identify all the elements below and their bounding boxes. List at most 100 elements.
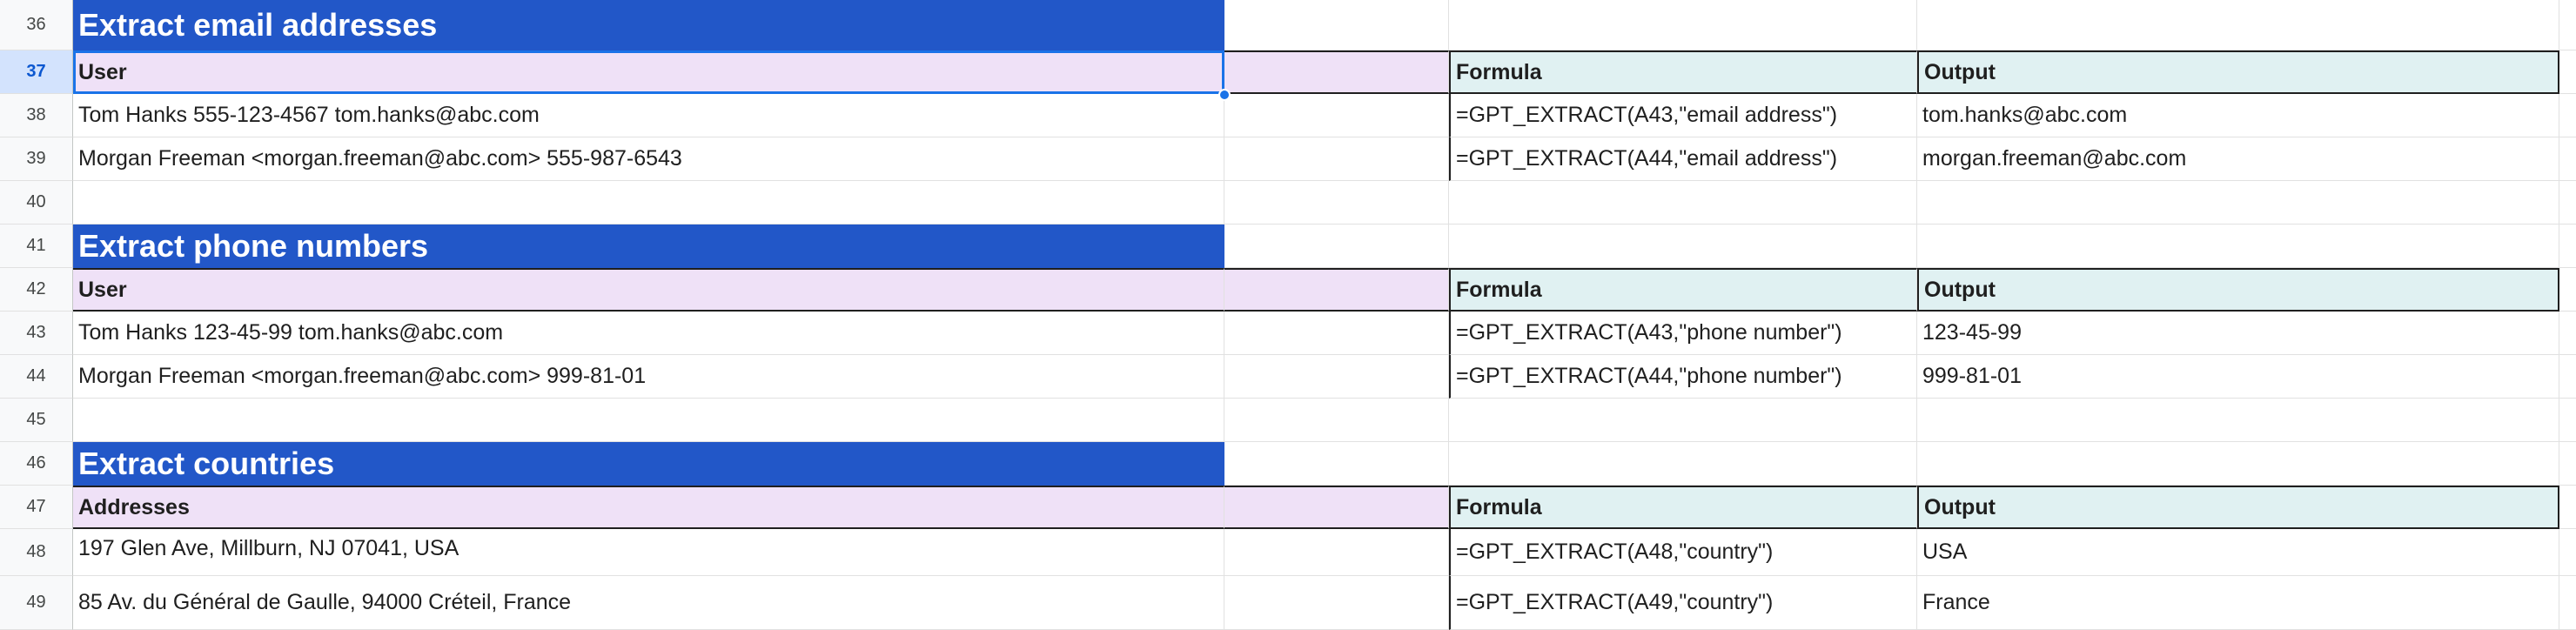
data-cell[interactable]: 197 Glen Ave, Millburn, NJ 07041, USA <box>73 529 1224 576</box>
cell[interactable] <box>1449 399 1917 442</box>
cell[interactable] <box>1917 0 2559 50</box>
sheet-row: 46 Extract countries <box>0 442 2576 486</box>
column-header-cell[interactable]: Formula <box>1449 268 1917 312</box>
row-header[interactable]: 48 <box>0 529 73 576</box>
cell[interactable] <box>1224 442 1449 486</box>
cell[interactable] <box>1917 442 2559 486</box>
cell[interactable] <box>1449 442 1917 486</box>
cell[interactable] <box>2559 486 2576 529</box>
section-title-cell[interactable]: Extract countries <box>73 442 1224 486</box>
cell[interactable] <box>2559 442 2576 486</box>
output-cell[interactable]: morgan.freeman@abc.com <box>1917 137 2559 181</box>
column-header-cell[interactable]: Output <box>1917 50 2559 94</box>
row-header[interactable]: 42 <box>0 268 73 312</box>
cell[interactable] <box>2559 50 2576 94</box>
cell[interactable] <box>2559 0 2576 50</box>
row-header[interactable]: 38 <box>0 94 73 137</box>
cell[interactable] <box>73 181 1224 225</box>
formula-cell[interactable]: =GPT_EXTRACT(A43,"phone number") <box>1449 312 1917 355</box>
column-header-cell[interactable]: Formula <box>1449 486 1917 529</box>
data-cell[interactable]: Tom Hanks 555-123-4567 tom.hanks@abc.com <box>73 94 1224 137</box>
row-header[interactable]: 39 <box>0 137 73 181</box>
cell[interactable] <box>1449 181 1917 225</box>
column-header-cell[interactable]: User <box>73 50 1224 94</box>
output-cell[interactable]: 999-81-01 <box>1917 355 2559 399</box>
cell[interactable] <box>2559 225 2576 268</box>
cell[interactable] <box>1224 399 1449 442</box>
row-header-active[interactable]: 37 <box>0 50 73 94</box>
data-cell[interactable]: 85 Av. du Général de Gaulle, 94000 Créte… <box>73 576 1224 630</box>
formula-cell[interactable]: =GPT_EXTRACT(A44,"phone number") <box>1449 355 1917 399</box>
cell[interactable] <box>1224 576 1449 630</box>
section-title-cell[interactable]: Extract email addresses <box>73 0 1224 50</box>
cell[interactable] <box>1917 181 2559 225</box>
row-header[interactable]: 46 <box>0 442 73 486</box>
column-header-cell[interactable]: Output <box>1917 486 2559 529</box>
sheet-row: 38 Tom Hanks 555-123-4567 tom.hanks@abc.… <box>0 94 2576 137</box>
formula-cell[interactable]: =GPT_EXTRACT(A49,"country") <box>1449 576 1917 630</box>
row-header[interactable]: 44 <box>0 355 73 399</box>
sheet-row: 41 Extract phone numbers <box>0 225 2576 268</box>
cell[interactable] <box>1224 181 1449 225</box>
row-header[interactable]: 40 <box>0 181 73 225</box>
column-header-cell[interactable]: Output <box>1917 268 2559 312</box>
cell[interactable] <box>1224 137 1449 181</box>
cell[interactable] <box>73 399 1224 442</box>
output-cell[interactable]: France <box>1917 576 2559 630</box>
cell[interactable] <box>1224 268 1449 312</box>
cell[interactable] <box>2559 355 2576 399</box>
column-header-cell[interactable]: Formula <box>1449 50 1917 94</box>
sheet-row: 49 85 Av. du Général de Gaulle, 94000 Cr… <box>0 576 2576 630</box>
cell[interactable] <box>1224 312 1449 355</box>
row-header[interactable]: 43 <box>0 312 73 355</box>
cell[interactable] <box>1917 225 2559 268</box>
cell[interactable] <box>1224 529 1449 576</box>
cell[interactable] <box>2559 399 2576 442</box>
column-header-cell[interactable]: Addresses <box>73 486 1224 529</box>
sheet-row: 44 Morgan Freeman <morgan.freeman@abc.co… <box>0 355 2576 399</box>
cell[interactable] <box>1224 0 1449 50</box>
cell[interactable] <box>1449 0 1917 50</box>
output-cell[interactable]: 123-45-99 <box>1917 312 2559 355</box>
formula-cell[interactable]: =GPT_EXTRACT(A48,"country") <box>1449 529 1917 576</box>
cell[interactable] <box>1224 355 1449 399</box>
output-cell[interactable]: USA <box>1917 529 2559 576</box>
cell[interactable] <box>1224 94 1449 137</box>
row-header[interactable]: 47 <box>0 486 73 529</box>
cell[interactable] <box>1449 225 1917 268</box>
sheet-row: 42 User Formula Output <box>0 268 2576 312</box>
sheet-row: 40 <box>0 181 2576 225</box>
row-header[interactable]: 49 <box>0 576 73 630</box>
cell[interactable] <box>2559 576 2576 630</box>
row-header[interactable]: 36 <box>0 0 73 50</box>
row-header[interactable]: 41 <box>0 225 73 268</box>
cell[interactable] <box>2559 312 2576 355</box>
cell[interactable] <box>1224 486 1449 529</box>
cell[interactable] <box>2559 137 2576 181</box>
cell[interactable] <box>1224 225 1449 268</box>
column-header-cell[interactable]: User <box>73 268 1224 312</box>
formula-cell[interactable]: =GPT_EXTRACT(A43,"email address") <box>1449 94 1917 137</box>
formula-cell[interactable]: =GPT_EXTRACT(A44,"email address") <box>1449 137 1917 181</box>
section-title-cell[interactable]: Extract phone numbers <box>73 225 1224 268</box>
data-cell[interactable]: Morgan Freeman <morgan.freeman@abc.com> … <box>73 137 1224 181</box>
sheet-row: 37 User Formula Output <box>0 50 2576 94</box>
cell[interactable] <box>2559 529 2576 576</box>
row-header[interactable]: 45 <box>0 399 73 442</box>
data-cell[interactable]: Morgan Freeman <morgan.freeman@abc.com> … <box>73 355 1224 399</box>
sheet-row: 39 Morgan Freeman <morgan.freeman@abc.co… <box>0 137 2576 181</box>
cell[interactable] <box>2559 94 2576 137</box>
cell[interactable] <box>2559 268 2576 312</box>
output-cell[interactable]: tom.hanks@abc.com <box>1917 94 2559 137</box>
cell[interactable] <box>2559 181 2576 225</box>
sheet-row: 45 <box>0 399 2576 442</box>
fill-handle[interactable] <box>1218 89 1231 101</box>
cell[interactable] <box>1224 50 1449 94</box>
cell[interactable] <box>1917 399 2559 442</box>
data-cell[interactable]: Tom Hanks 123-45-99 tom.hanks@abc.com <box>73 312 1224 355</box>
sheet-row: 36 Extract email addresses <box>0 0 2576 50</box>
sheet-row: 48 197 Glen Ave, Millburn, NJ 07041, USA… <box>0 529 2576 576</box>
sheet-row: 47 Addresses Formula Output <box>0 486 2576 529</box>
sheet-row: 43 Tom Hanks 123-45-99 tom.hanks@abc.com… <box>0 312 2576 355</box>
